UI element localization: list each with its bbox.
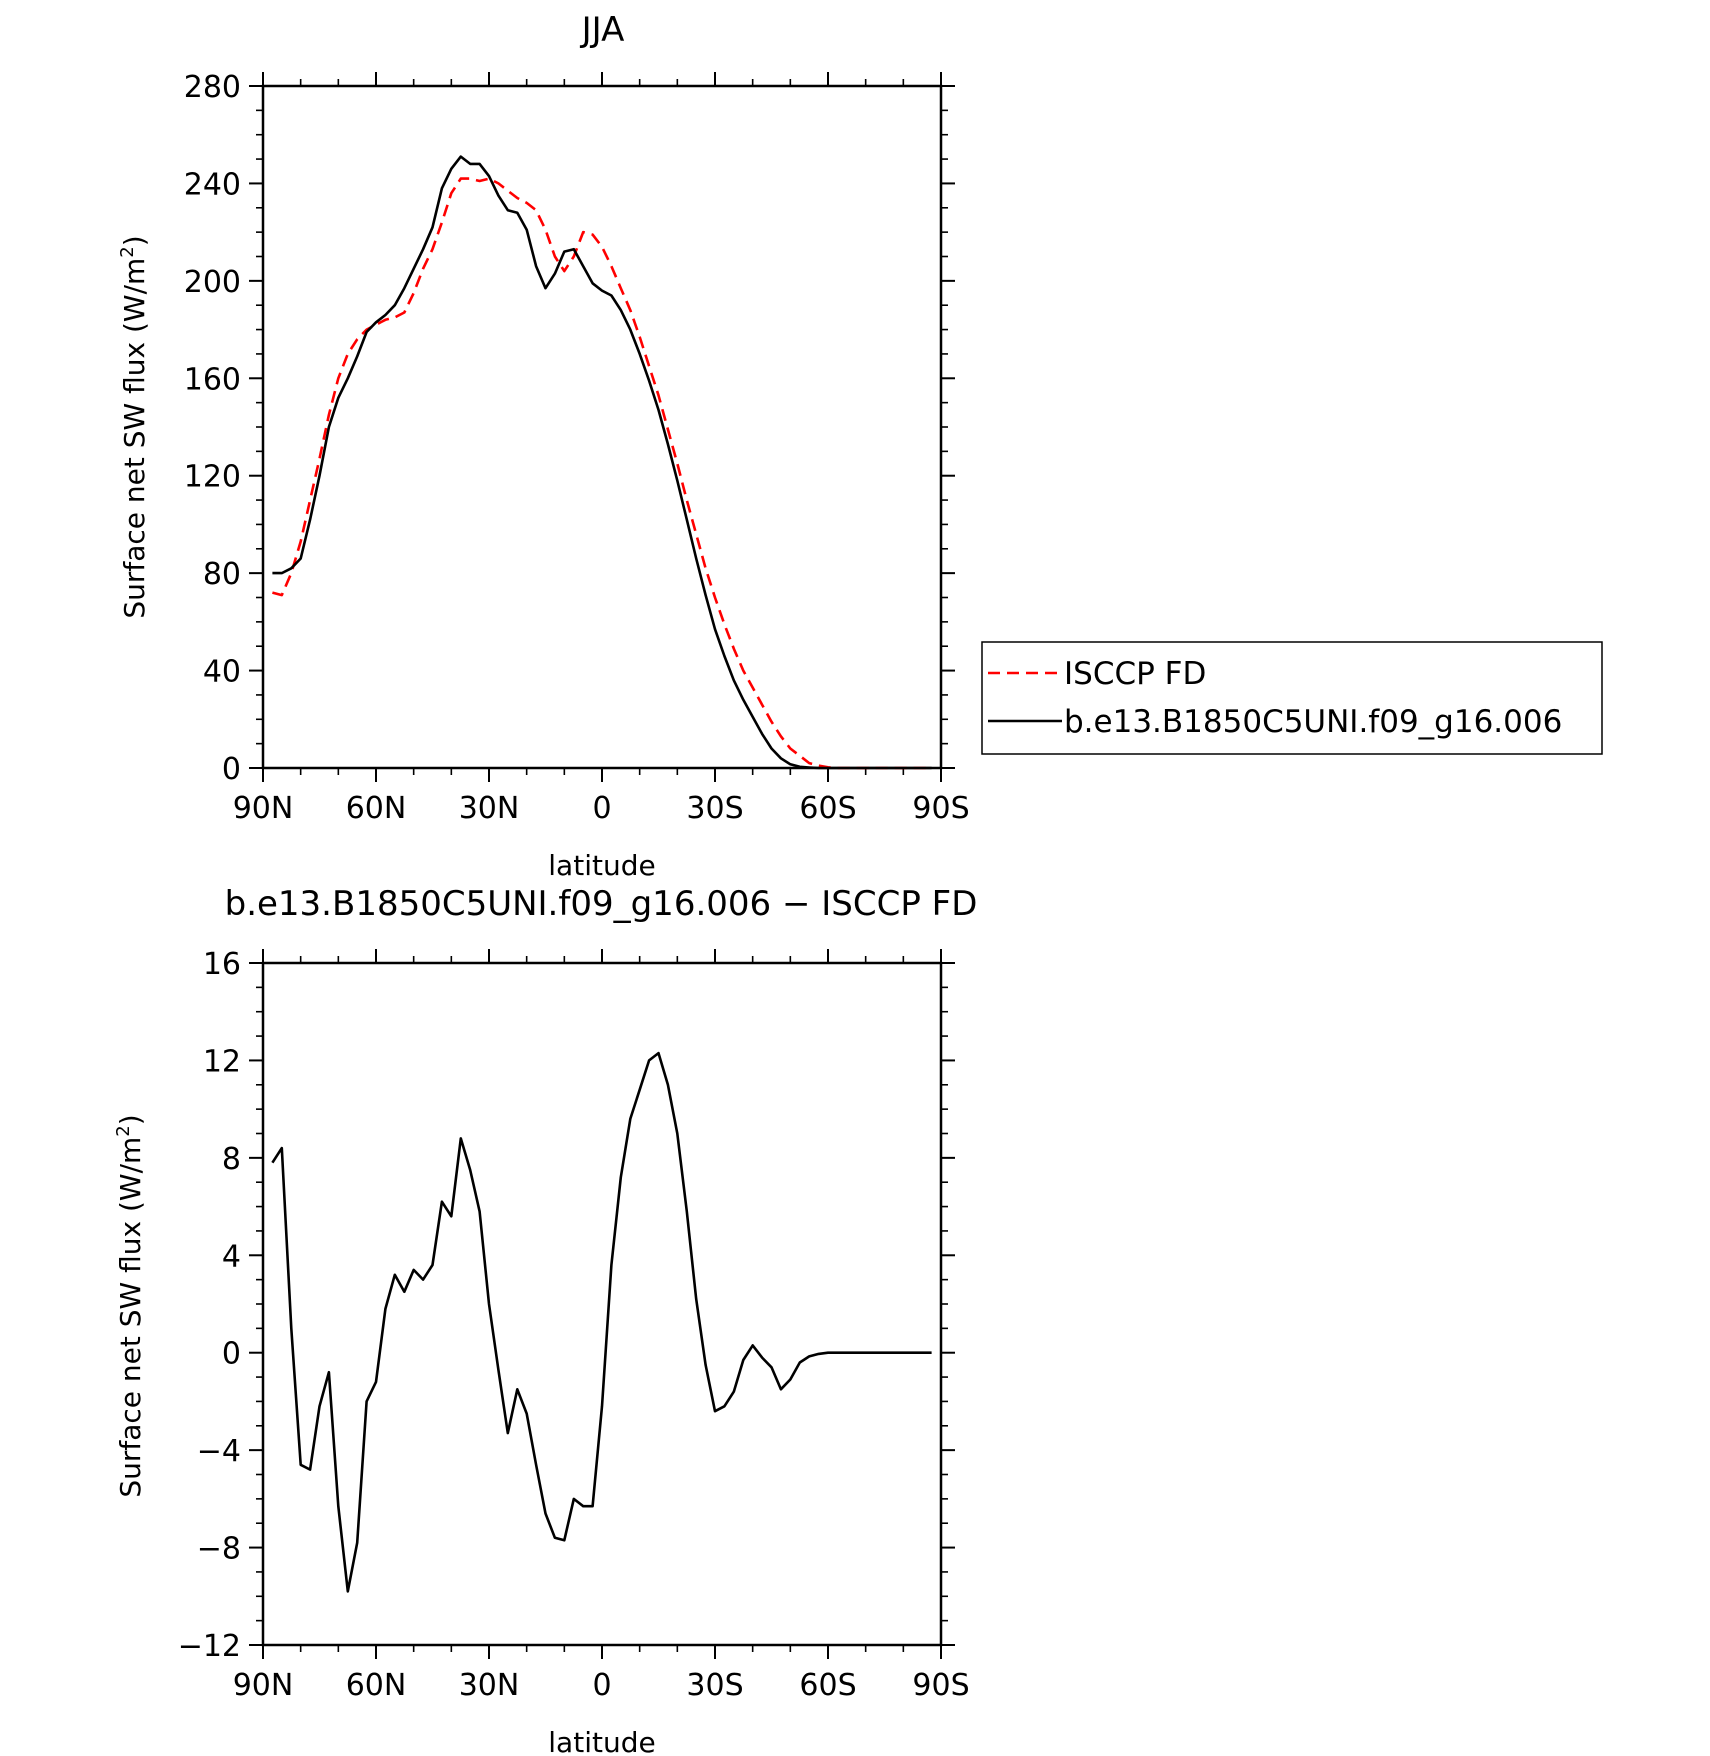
top-series-lines (272, 155, 932, 770)
bottom-chart-title: b.e13.B1850C5UNI.f09_g16.006 − ISCCP FD (225, 884, 978, 924)
top-y-tick-label: 40 (203, 655, 241, 690)
top-chart-title: JJA (580, 10, 625, 50)
svg-text:Surface net SW flux (W/m2): Surface net SW flux (W/m2) (113, 1114, 147, 1497)
bottom-y-axis-title-sup: 2 (113, 1125, 134, 1136)
bottom-y-axis-title: Surface net SW flux (W/m2) (113, 1114, 147, 1497)
top-series-line-1 (272, 155, 932, 770)
top-series-line-0 (272, 177, 932, 770)
top-panel: JJA Surface net SW flux (W/m2) latitude … (117, 10, 970, 882)
legend-box (981, 641, 1603, 755)
top-plot-frame (261, 84, 943, 770)
bottom-y-axis-title-end: ) (114, 1114, 147, 1125)
bottom-y-tick-label: −4 (197, 1434, 241, 1469)
bottom-panel: b.e13.B1850C5UNI.f09_g16.006 − ISCCP FD … (113, 884, 977, 1756)
bottom-series-line-0 (271, 1051, 932, 1593)
bottom-y-tick-label: 16 (203, 947, 241, 982)
top-y-tick-label: 200 (184, 265, 241, 300)
bottom-x-axis-title: latitude (548, 1726, 655, 1756)
bottom-x-tick-label: 30N (459, 1668, 520, 1703)
legend: ISCCP FD b.e13.B1850C5UNI.f09_g16.006 (981, 641, 1603, 755)
legend-label-model: b.e13.B1850C5UNI.f09_g16.006 (1064, 704, 1562, 740)
top-y-axis-title-sup: 2 (117, 246, 138, 257)
top-tick-labels: 90N 60N 30N 0 30S 60S 90S 0 40 80 120 160 200 240 280 (184, 70, 970, 826)
bottom-ticks (249, 949, 955, 1659)
bottom-x-tick-label: 90N (233, 1668, 294, 1703)
top-x-tick-label: 0 (592, 791, 611, 826)
top-x-tick-label: 60S (799, 791, 856, 826)
bottom-x-tick-label: 60S (799, 1668, 856, 1703)
bottom-y-tick-label: −8 (197, 1532, 241, 1567)
top-y-tick-label: 240 (184, 167, 241, 202)
bottom-x-tick-label: 30S (686, 1668, 743, 1703)
bottom-x-tick-label: 0 (592, 1668, 611, 1703)
bottom-y-tick-label: 0 (222, 1337, 241, 1372)
top-x-axis-title: latitude (548, 849, 655, 882)
top-y-axis-title-end: ) (118, 235, 151, 246)
bottom-y-tick-label: 4 (222, 1239, 241, 1274)
top-y-tick-label: 160 (184, 362, 241, 397)
bottom-y-tick-label: 12 (203, 1044, 241, 1079)
top-x-tick-label: 30S (686, 791, 743, 826)
svg-text:Surface net SW flux (W/m2): Surface net SW flux (W/m2) (117, 235, 151, 618)
top-ticks (249, 72, 955, 782)
top-y-axis-title-main: Surface net SW flux (W/m (118, 258, 151, 619)
bottom-y-tick-label: 8 (222, 1142, 241, 1177)
bottom-x-tick-label: 90S (912, 1668, 969, 1703)
top-y-tick-label: 120 (184, 460, 241, 495)
top-y-axis-title: Surface net SW flux (W/m2) (117, 235, 151, 618)
top-y-tick-label: 0 (222, 752, 241, 787)
top-x-tick-label: 60N (346, 791, 407, 826)
bottom-series-lines (271, 1051, 932, 1593)
top-x-tick-label: 90N (233, 791, 294, 826)
bottom-plot-frame (261, 961, 943, 1647)
bottom-x-tick-label: 60N (346, 1668, 407, 1703)
top-x-tick-label: 30N (459, 791, 520, 826)
top-y-tick-label: 80 (203, 557, 241, 592)
bottom-tick-labels: 90N 60N 30N 0 30S 60S 90S −12 −8 −4 0 4 8 12 16 (178, 947, 970, 1703)
bottom-y-axis-title-main: Surface net SW flux (W/m (114, 1137, 147, 1498)
legend-label-isccp: ISCCP FD (1064, 656, 1206, 692)
top-y-tick-label: 280 (184, 70, 241, 105)
bottom-y-tick-label: −12 (178, 1629, 241, 1664)
top-x-tick-label: 90S (912, 791, 969, 826)
